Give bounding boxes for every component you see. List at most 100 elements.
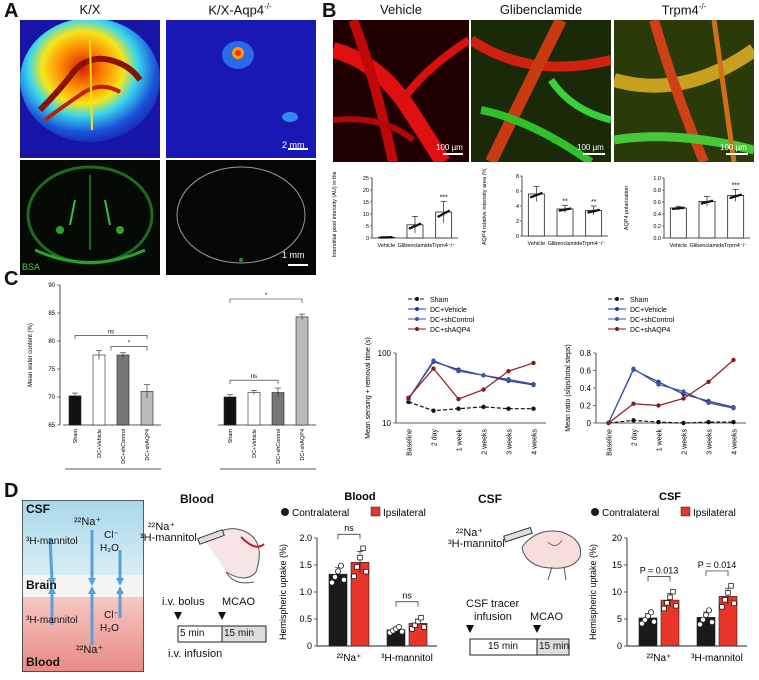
data-point [681,396,686,401]
x-tick-label: 1 week [457,429,464,452]
legend-label-ipsilateral: Ipsilateral [693,508,736,519]
category-label: Vehicle [377,243,395,249]
y-tick-label: 0.5 [299,614,312,624]
data-point [439,214,442,217]
category-label: Trpm4⁻/⁻ [582,241,605,247]
csf-diagram-title: CSF [478,492,502,506]
data-point [680,206,683,210]
schematic-na-top: ²²Na⁺ [74,516,102,528]
data-point [706,400,711,406]
data-point [735,194,738,198]
data-point [674,207,677,210]
data-point [656,403,661,408]
data-point [421,624,427,630]
series-line [407,359,534,400]
category-label: DC+Vehicle [97,429,103,458]
x-tick-label: 2 day [632,429,639,447]
aqp4-polarization-chart: 0.0 0.2 0.4 0.6 0.8 1.0 AQP4 polarization Vehic… [624,176,750,249]
bar [556,208,574,237]
data-point [534,194,537,197]
blood-t2-label: 15 min [224,628,255,639]
bar [727,194,745,239]
x-tick-label: 3 weeks [707,429,714,455]
y-tick-label: 0 [617,641,622,651]
data-point [678,206,681,210]
data-point [530,195,533,199]
data-point [431,408,436,413]
legend-marker [415,307,419,311]
x-tick-label: 4 weeks [532,429,539,455]
legend-label: DC+Vehicle [430,307,467,314]
category-label: Vehicle [527,241,545,247]
sensing-removal-time-chart: Sham DC+Vehicle DC+shControl DC+shAQP4 10 100… [365,297,546,456]
blood-t1-label: 5 min [180,628,205,639]
series-line [408,401,534,412]
x-tick-label: Baseline [407,429,414,456]
y-tick-label: 5 [617,614,622,624]
legend-marker-contralateral [281,508,289,516]
data-point [648,609,655,616]
data-point [456,368,461,374]
data-point [536,193,539,197]
scale-bar-2mm: 2 mm [282,140,305,150]
y-tick-label: 0 [587,419,592,428]
data-point [731,195,734,199]
significance-bracket [229,379,279,385]
panel-a-title-left: K/X [79,2,101,17]
legend-label-contralateral: Contralateral [602,508,659,519]
legend-label: DC+shAQP4 [430,327,470,334]
data-point [560,208,564,212]
data-point [656,419,661,425]
data-point [700,202,704,205]
data-point [538,192,541,196]
category-label: Trpm4⁻/⁻ [724,243,747,249]
data-point [481,373,486,378]
significance-bracket [74,335,148,340]
legend-marker [615,297,619,301]
chart-title: Blood [344,491,375,503]
data-point [384,236,387,239]
bracket-label: * [265,293,268,299]
blood-timeline [174,612,267,643]
y-axis-label: Hemispheric uptake (%) [278,544,288,640]
data-point [418,615,424,621]
y-tick-label: 1.0 [299,587,312,597]
panel-b-title-glibenclamide: Glibenclamide [499,2,583,17]
trpm4-vessel-image: 100 µm [614,20,754,162]
legend-marker [415,297,419,301]
panel-label-b: B [322,0,337,22]
bar [295,316,309,426]
legend-marker [415,327,419,331]
schematic-mannitol-bottom: ³H-mannitol [26,615,78,626]
panel-label-c: C [4,268,19,290]
chart-title: CSF [659,491,681,503]
data-point [706,379,711,385]
aqp4-area-chart: 0 2 4 6 8 AQP4 relative intensity area (%) Veh… [482,168,608,247]
series-line [408,362,534,400]
category-label: Glibenclamide [398,243,433,249]
glibenclamide-scale-label: 100 µm [577,143,604,152]
data-point [719,604,725,610]
y-tick-label: 0.8 [580,349,592,358]
data-point [631,401,636,406]
panel-b-title-vehicle: Vehicle [380,2,422,17]
y-tick-label: 25 [363,176,369,182]
data-point [564,208,568,211]
data-point [595,209,598,212]
bsa-stain-label: BSA [22,262,41,272]
data-point [338,562,345,569]
data-point [597,208,600,212]
csf-tracer-label: CSF tracer [466,598,520,610]
y-tick-label: 20 [612,533,622,543]
legend-label-contralateral: Contralateral [292,508,349,519]
data-point [408,226,412,230]
y-axis-label: Mean ratio (slips/total steps) [565,344,572,432]
schematic-csf-label: CSF [26,502,50,516]
data-point [431,366,436,371]
legend-marker [415,317,419,321]
data-point [593,209,596,213]
schematic-cl-top: Cl⁻ [104,530,119,541]
x-tick-label: 2 weeks [682,429,689,455]
data-point [415,618,421,625]
